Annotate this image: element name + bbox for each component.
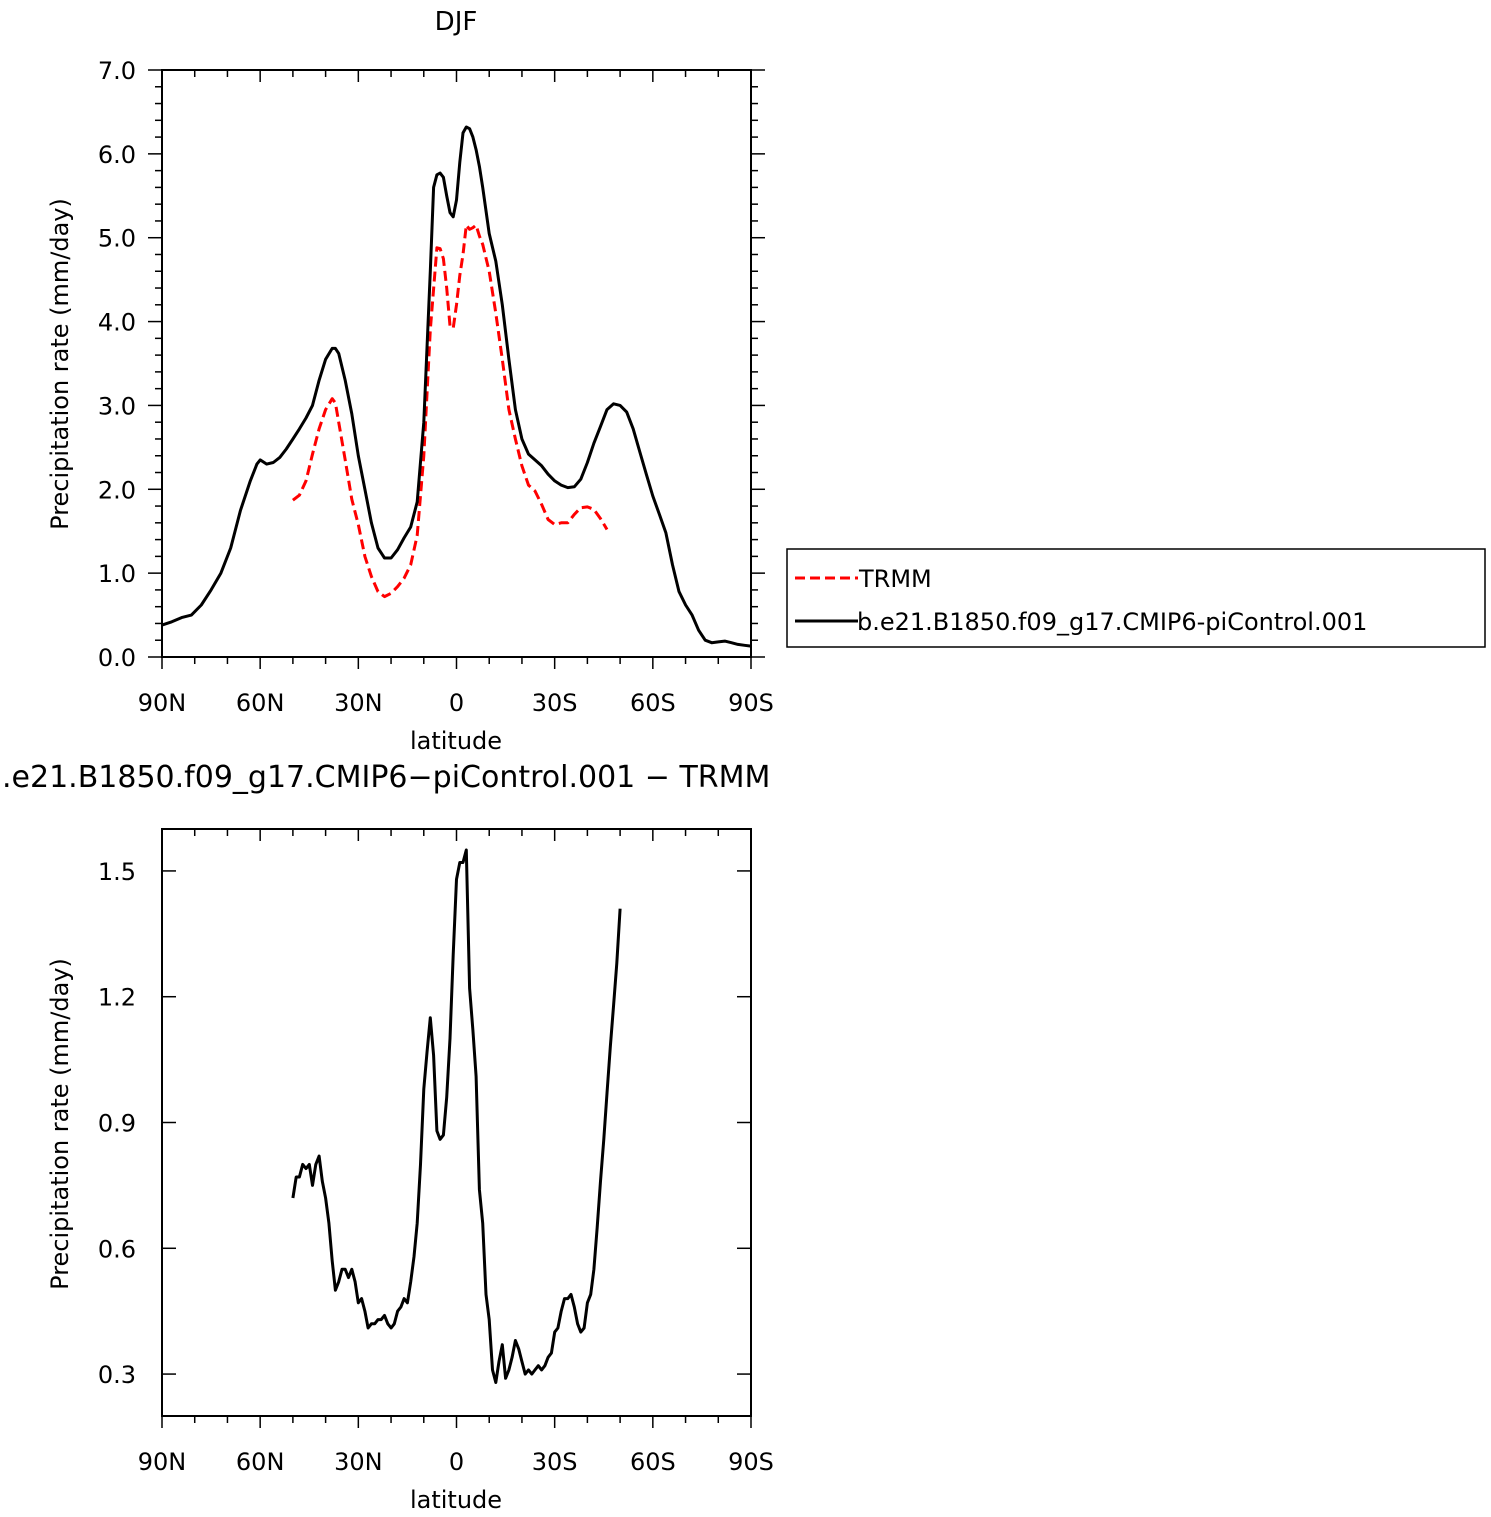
model-series-line <box>291 848 622 1384</box>
y-tick-label: 0.0 <box>98 644 136 672</box>
legend-label-model: b.e21.B1850.f09_g17.CMIP6-piControl.001 <box>857 608 1367 636</box>
x-tick-label: 60N <box>236 1448 285 1476</box>
x-tick-label: 30S <box>532 1448 578 1476</box>
y-tick-label: 2.0 <box>98 476 136 504</box>
y-tick-label: 4.0 <box>98 309 136 337</box>
plot-frame <box>161 828 752 1417</box>
x-tick-label: 90N <box>138 689 187 717</box>
y-tick-label: 1.5 <box>98 858 136 886</box>
x-tick-label: 0 <box>449 1448 464 1476</box>
djf-panel: DJF 90N 60N 30N 0 30S 60S 90S 0.0 1.0 2.0 3.0 4.0 5.… <box>46 7 1486 755</box>
y-axis-label: Precipitation rate (mm/day) <box>46 958 74 1290</box>
x-tick-label: 60N <box>236 689 285 717</box>
x-tick-label: 30N <box>334 1448 383 1476</box>
plot-area: 90N 60N 30N 0 30S 60S 90S 0.0 1.0 2.0 3.0 4.0 5.0 6.0… <box>98 57 774 717</box>
trmm-series-line <box>291 223 609 599</box>
y-tick-label: 1.2 <box>98 984 136 1012</box>
y-tick-label: 0.3 <box>98 1361 136 1389</box>
legend: TRMM b.e21.B1850.f09_g17.CMIP6-piControl… <box>786 548 1486 648</box>
x-tick-label: 90S <box>728 1448 774 1476</box>
plot-frame <box>161 69 752 658</box>
y-tick-label: 5.0 <box>98 225 136 253</box>
panel-title: .e21.B1850.f09_g17.CMIP6−piControl.001 −… <box>2 760 770 795</box>
x-tick-label: 60S <box>630 689 676 717</box>
y-axis-label: Precipitation rate (mm/day) <box>46 198 74 530</box>
y-tick-label: 1.0 <box>98 560 136 588</box>
difference-panel: .e21.B1850.f09_g17.CMIP6−piControl.001 −… <box>2 760 774 1514</box>
y-tick-label: 7.0 <box>98 57 136 85</box>
legend-box <box>786 548 1486 648</box>
panel-title: DJF <box>435 7 478 37</box>
y-tick-label: 6.0 <box>98 141 136 169</box>
x-tick-label: 30S <box>532 689 578 717</box>
legend-label-trmm: TRMM <box>858 565 932 593</box>
x-tick-label: 60S <box>630 1448 676 1476</box>
x-tick-label: 30N <box>334 689 383 717</box>
x-tick-label: 90S <box>728 689 774 717</box>
x-axis-label: latitude <box>410 727 502 755</box>
x-tick-label: 90N <box>138 1448 187 1476</box>
plot-area: 90N 60N 30N 0 30S 60S 90S 0.3 0.6 0.9 1.2 1.5 <box>98 828 774 1476</box>
y-tick-label: 0.6 <box>98 1235 136 1263</box>
x-axis-label: latitude <box>410 1486 502 1514</box>
x-tick-label: 0 <box>449 689 464 717</box>
y-tick-label: 0.9 <box>98 1110 136 1138</box>
model-series-line <box>161 125 752 648</box>
y-tick-label: 3.0 <box>98 392 136 420</box>
